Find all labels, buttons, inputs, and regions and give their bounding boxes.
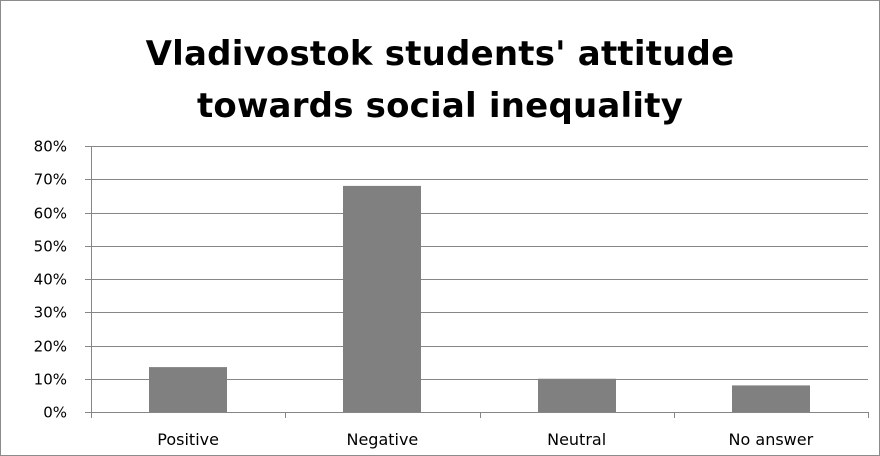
y-tick-label: 0% <box>43 404 67 422</box>
y-tick-label: 30% <box>34 304 67 322</box>
x-category-label: Neutral <box>547 430 606 449</box>
y-tick-label: 50% <box>34 238 67 256</box>
y-tick-label: 10% <box>34 371 67 389</box>
bars <box>149 185 810 412</box>
y-tick-label: 40% <box>34 271 67 289</box>
x-category-label: No answer <box>729 430 814 449</box>
bar-positive <box>149 367 227 412</box>
x-category-label: Positive <box>157 430 219 449</box>
gridlines <box>91 146 868 380</box>
bar-neutral <box>538 378 616 412</box>
bar-no-answer <box>732 385 810 412</box>
x-category-label: Negative <box>346 430 418 449</box>
y-tick-label: 70% <box>34 171 67 189</box>
y-tick-label: 60% <box>34 205 67 223</box>
y-tick-labels: 0% 10% 20% 30% 40% 50% 60% 70% 80% <box>34 138 67 422</box>
axes <box>85 146 869 418</box>
bar-negative <box>343 185 421 412</box>
x-category-labels: Positive Negative Neutral No answer <box>157 430 813 449</box>
y-tick-label: 20% <box>34 338 67 356</box>
y-tick-label: 80% <box>34 138 67 156</box>
chart-title: Vladivostok students' attitude towards s… <box>145 34 735 126</box>
